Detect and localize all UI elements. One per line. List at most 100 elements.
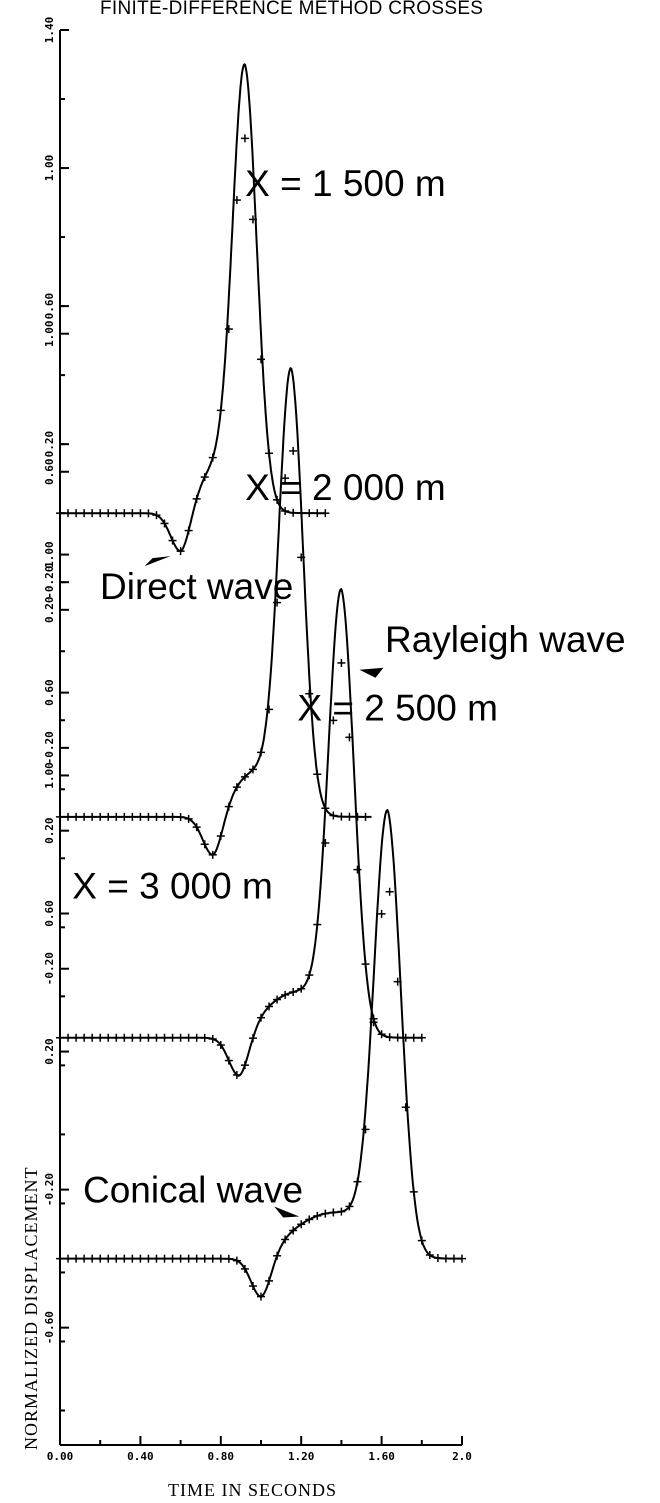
- y-tick-label: 1.00: [43, 762, 56, 789]
- fd-cross-marker: [297, 509, 306, 518]
- fd-cross-marker: [176, 1033, 185, 1042]
- fd-cross-marker: [224, 325, 233, 334]
- fd-cross-marker: [313, 770, 322, 779]
- fd-cross-marker: [80, 509, 89, 518]
- y-tick-label: 1.40: [43, 17, 56, 44]
- annotation-label: Direct wave: [100, 566, 293, 607]
- fd-cross-marker: [128, 509, 137, 518]
- fd-cross-marker: [321, 1209, 330, 1218]
- fd-cross-marker: [144, 509, 153, 518]
- fd-cross-marker: [200, 1254, 209, 1263]
- y-tick-label: 1.00: [43, 541, 56, 568]
- fd-cross-marker: [297, 984, 306, 993]
- fd-cross-marker: [281, 1235, 290, 1244]
- fd-cross-marker: [168, 1033, 177, 1042]
- fd-cross-marker: [273, 598, 282, 607]
- fd-cross-marker: [449, 1254, 458, 1263]
- fd-cross-marker: [56, 1033, 64, 1042]
- fd-cross-marker: [80, 1254, 89, 1263]
- fd-cross-marker: [88, 1254, 97, 1263]
- fd-cross-marker: [265, 1002, 274, 1011]
- fd-cross-marker: [216, 1254, 225, 1263]
- fd-cross-marker: [409, 1033, 418, 1042]
- fd-cross-marker: [152, 1033, 161, 1042]
- fd-cross-marker: [281, 990, 290, 999]
- fd-cross-marker: [160, 1254, 169, 1263]
- fd-cross-marker: [353, 812, 362, 821]
- fd-cross-marker: [337, 1207, 346, 1216]
- fd-cross-marker: [104, 812, 113, 821]
- x-tick-label: 0.80: [208, 1450, 235, 1463]
- fd-cross-marker: [168, 536, 177, 545]
- fd-cross-marker: [321, 804, 330, 813]
- fd-cross-marker: [208, 453, 217, 462]
- y-tick-label: 0.20: [43, 817, 56, 844]
- fd-cross-marker: [248, 215, 257, 224]
- fd-cross-marker: [337, 812, 346, 821]
- y-tick-label: 0.60: [43, 679, 56, 706]
- fd-cross-marker: [329, 1208, 338, 1217]
- fd-cross-marker: [216, 832, 225, 841]
- fd-cross-marker: [184, 1033, 193, 1042]
- fd-cross-marker: [200, 840, 209, 849]
- trace-distance-label: X = 3 000 m: [72, 866, 273, 907]
- fd-cross-marker: [64, 812, 73, 821]
- fd-cross-marker: [152, 1254, 161, 1263]
- waveform-trace: [59, 588, 422, 1077]
- fd-cross-marker: [224, 1056, 233, 1065]
- fd-cross-marker: [184, 526, 193, 535]
- fd-cross-marker: [176, 1254, 185, 1263]
- fd-cross-marker: [192, 823, 201, 832]
- fd-cross-marker: [289, 1226, 298, 1235]
- fd-cross-marker: [417, 1033, 426, 1042]
- fd-cross-marker: [72, 509, 81, 518]
- fd-cross-marker: [56, 812, 64, 821]
- y-axis-title: NORMALIZED DISPLACEMENT: [21, 1167, 41, 1451]
- fd-cross-marker: [248, 1282, 257, 1291]
- fd-cross-marker: [345, 1202, 354, 1211]
- fd-cross-marker: [208, 1034, 217, 1043]
- x-tick-label: 1.60: [368, 1450, 395, 1463]
- y-tick-label: 1.00: [43, 320, 56, 347]
- fd-cross-marker: [64, 509, 73, 518]
- fd-cross-marker: [104, 1254, 113, 1263]
- fd-cross-marker: [144, 1033, 153, 1042]
- y-tick-label: -0.20: [43, 566, 56, 599]
- fd-cross-marker: [208, 1254, 217, 1263]
- fd-cross-marker: [273, 995, 282, 1004]
- annotation-layer: X = 1 500 m X = 2 000 m X = 2 500 m X = 3 0…: [72, 163, 626, 1218]
- fd-cross-marker: [96, 812, 105, 821]
- fd-cross-marker: [305, 509, 314, 518]
- fd-cross-marker: [401, 1033, 410, 1042]
- fd-cross-marker: [64, 1254, 73, 1263]
- fd-cross-marker: [168, 1254, 177, 1263]
- fd-cross-marker: [232, 783, 241, 792]
- fd-cross-marker: [265, 449, 274, 458]
- fd-cross-marker: [224, 802, 233, 811]
- y-tick-label: 0.60: [43, 293, 56, 320]
- y-tick-label: 0.20: [43, 597, 56, 624]
- fd-cross-marker: [289, 508, 298, 517]
- fd-cross-marker: [160, 519, 169, 528]
- fd-cross-marker: [257, 1013, 265, 1022]
- fd-cross-marker: [120, 1033, 129, 1042]
- fd-cross-marker: [152, 511, 161, 520]
- fd-cross-marker: [313, 1211, 322, 1220]
- fd-cross-marker: [80, 812, 89, 821]
- fd-cross-marker: [361, 1125, 370, 1134]
- fd-cross-marker: [369, 1018, 378, 1027]
- fd-cross-marker: [192, 1033, 201, 1042]
- fd-cross-marker: [168, 812, 177, 821]
- fd-cross-marker: [240, 1264, 249, 1273]
- fd-cross-marker: [104, 509, 113, 518]
- annotation-label: Rayleigh wave: [385, 619, 626, 660]
- fd-cross-marker: [401, 1103, 410, 1112]
- y-tick-label: 0.60: [43, 900, 56, 927]
- fd-cross-marker: [393, 977, 402, 986]
- fd-cross-marker: [361, 960, 370, 969]
- fd-cross-marker: [377, 1030, 386, 1039]
- fd-cross-marker: [184, 1254, 193, 1263]
- fd-cross-marker: [248, 1034, 257, 1043]
- fd-cross-marker: [96, 1033, 105, 1042]
- fd-cross-marker: [136, 812, 145, 821]
